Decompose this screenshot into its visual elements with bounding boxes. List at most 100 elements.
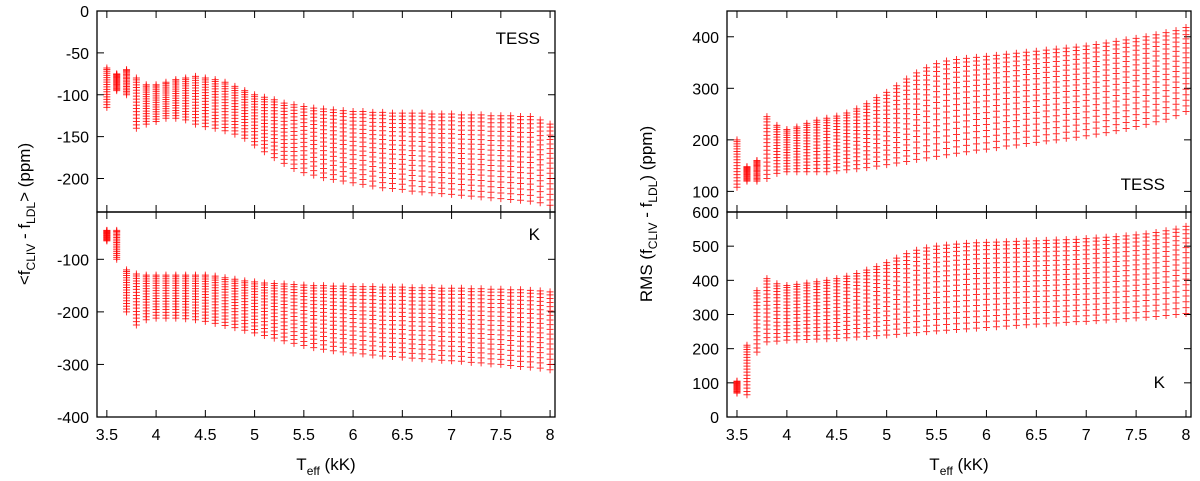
data-point <box>903 157 911 165</box>
panel-label-tess: TESS <box>1121 175 1165 194</box>
data-point <box>418 188 426 196</box>
data-point <box>123 308 131 316</box>
data-point <box>992 137 1000 145</box>
data-point <box>1022 321 1030 329</box>
data-point <box>1062 128 1070 136</box>
data-point <box>1042 131 1050 139</box>
x-tick-label: 5.5 <box>925 427 947 444</box>
data-point <box>497 360 505 368</box>
data-point <box>1002 322 1010 330</box>
y-tick-label: -100 <box>57 252 89 269</box>
data-point <box>231 130 239 138</box>
data-point <box>231 324 239 332</box>
data-point <box>982 133 990 141</box>
data-point <box>953 124 961 132</box>
data-point <box>211 319 219 327</box>
data-point <box>152 118 160 126</box>
data-point <box>933 116 941 124</box>
data-point <box>310 344 318 352</box>
data-point <box>972 110 980 118</box>
left-x-axis-label: Teff (kK) <box>296 455 355 478</box>
data-point <box>1092 106 1100 114</box>
data-point <box>507 361 515 369</box>
data-point <box>1012 123 1020 131</box>
data-point <box>1042 125 1050 133</box>
data-point <box>408 187 416 195</box>
data-point <box>1122 125 1130 133</box>
data-point <box>943 326 951 334</box>
data-point <box>992 131 1000 139</box>
right-y-axis-label: RMS (fCLIV - fLDL) (ppm) <box>637 126 660 302</box>
data-point <box>1182 304 1190 312</box>
data-point <box>497 195 505 203</box>
data-point <box>923 154 931 162</box>
data-point <box>1012 129 1020 137</box>
data-point <box>1042 119 1050 127</box>
panel-left-top: 0 -50 -100 -150 -200 TESS <box>57 4 556 213</box>
x-ticks <box>106 11 551 212</box>
data-point <box>1012 117 1020 125</box>
data-point <box>339 177 347 185</box>
data-point <box>182 315 190 323</box>
data-point <box>943 144 951 152</box>
data-point <box>172 314 180 322</box>
data-point <box>1012 321 1020 329</box>
data-point <box>923 136 931 144</box>
data-point <box>408 354 416 362</box>
data-point <box>933 128 941 136</box>
data-point <box>873 332 881 340</box>
data-points <box>733 222 1190 399</box>
data-point <box>753 177 761 185</box>
data-point <box>982 103 990 111</box>
data-point <box>962 111 970 119</box>
data-point <box>103 103 111 111</box>
data-point <box>972 324 980 332</box>
data-point <box>793 336 801 344</box>
data-point <box>972 134 980 142</box>
data-point <box>813 335 821 343</box>
data-point <box>893 159 901 167</box>
data-point <box>191 120 199 128</box>
x-tick-label: 7 <box>447 427 456 444</box>
data-point <box>1022 115 1030 123</box>
data-point <box>1092 130 1100 138</box>
data-point <box>943 132 951 140</box>
data-point <box>270 334 278 342</box>
data-point <box>933 152 941 160</box>
data-point <box>113 255 121 263</box>
x-tick-label: 5 <box>250 427 259 444</box>
data-point <box>1122 107 1130 115</box>
data-point <box>893 330 901 338</box>
data-point <box>349 179 357 187</box>
data-point <box>251 141 259 149</box>
data-point <box>428 355 436 363</box>
data-point <box>763 175 771 182</box>
data-point <box>1082 108 1090 116</box>
data-point <box>1042 107 1050 115</box>
y-ticks: 0 100 200 300 400 500 600 <box>692 205 1191 427</box>
y-tick-label: 0 <box>80 4 89 21</box>
y-ticks: 0 -50 -100 -150 -200 <box>57 4 555 189</box>
data-point <box>1062 134 1070 142</box>
data-point <box>1012 111 1020 119</box>
y-tick-label: 400 <box>692 30 719 47</box>
data-point <box>1162 312 1170 320</box>
data-point <box>1032 108 1040 116</box>
data-point <box>1082 120 1090 128</box>
data-point <box>883 161 891 169</box>
data-point <box>1112 127 1120 135</box>
data-point <box>913 329 921 337</box>
data-point <box>132 124 140 132</box>
data-point <box>843 166 851 174</box>
left-figure: 0 -50 -100 -150 -200 TESS -100 -200 -300 -400 3… <box>15 4 556 478</box>
data-point <box>803 335 811 343</box>
data-point <box>773 169 781 177</box>
data-point <box>517 363 525 371</box>
data-point <box>933 327 941 335</box>
data-point <box>843 334 851 342</box>
data-point <box>1142 313 1150 321</box>
data-point <box>1042 113 1050 121</box>
data-point <box>992 113 1000 121</box>
data-point <box>438 190 446 198</box>
data-point <box>398 185 406 193</box>
